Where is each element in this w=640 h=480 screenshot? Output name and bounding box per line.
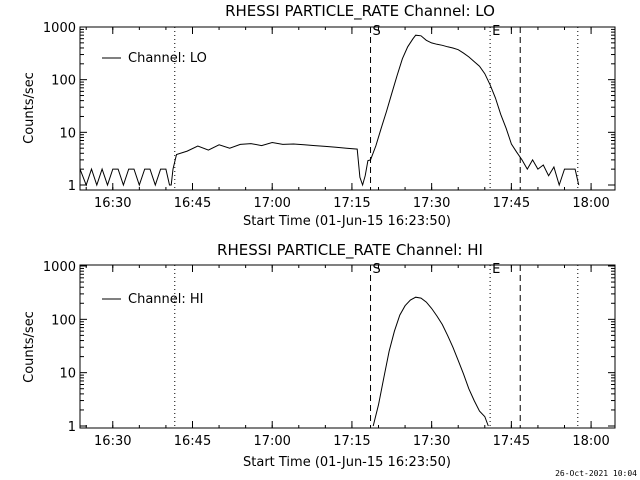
series-group (79, 34, 580, 187)
x-tick-label: 18:00 (572, 434, 609, 449)
chart-title: RHESSI PARTICLE_RATE Channel: LO (225, 2, 495, 21)
x-tick-label: 18:00 (572, 196, 609, 211)
plot-frame (79, 264, 616, 429)
y-axis-ticks: 1 10 100 1000 (43, 21, 615, 194)
y-tick-label: 10 (59, 367, 76, 382)
series-line (79, 34, 580, 187)
marker-label: S (373, 24, 381, 39)
x-tick-label: 17:30 (413, 434, 450, 449)
x-tick-label: 17:30 (413, 196, 450, 211)
y-tick-label: 100 (51, 74, 76, 89)
plot-frame (79, 26, 616, 191)
y-tick-label: 1 (68, 420, 76, 435)
marker-label: S (373, 262, 381, 277)
y-tick-label: 1000 (43, 21, 76, 36)
series-line (372, 296, 489, 427)
footer-timestamp: 26-Oct-2021 10:04 (555, 469, 637, 478)
y-tick-label: 1000 (43, 260, 76, 275)
x-tick-label: 16:45 (174, 434, 211, 449)
y-axis-label: Counts/sec (22, 311, 37, 383)
x-tick-label: 16:30 (94, 434, 131, 449)
x-tick-label: 16:45 (174, 196, 211, 211)
series-group (372, 296, 489, 427)
x-tick-label: 17:15 (333, 196, 370, 211)
y-tick-label: 10 (59, 126, 76, 141)
legend-entry: Channel: LO (128, 51, 207, 66)
y-tick-label: 100 (51, 313, 76, 328)
x-axis-ticks: 16:30 16:45 17:00 17:15 17:30 17:45 18:00 (85, 27, 610, 211)
x-tick-label: 17:45 (493, 196, 530, 211)
chart-title: RHESSI PARTICLE_RATE Channel: HI (217, 241, 483, 260)
legend-entry: Channel: HI (128, 292, 204, 307)
x-tick-label: 17:00 (253, 196, 290, 211)
x-axis-label: Start Time (01-Jun-15 16:23:50) (243, 214, 451, 229)
x-axis-label: Start Time (01-Jun-15 16:23:50) (243, 455, 451, 470)
x-tick-label: 17:45 (493, 434, 530, 449)
x-tick-label: 17:15 (333, 434, 370, 449)
y-tick-label: 1 (68, 179, 76, 194)
y-axis-ticks: 1 10 100 1000 (43, 260, 615, 435)
y-axis-label: Counts/sec (22, 72, 37, 144)
x-axis-ticks: 16:30 16:45 17:00 17:15 17:30 17:45 18:00 (85, 265, 610, 449)
marker-label: E (492, 24, 500, 39)
marker-label: E (492, 262, 500, 277)
x-tick-label: 17:00 (253, 434, 290, 449)
x-tick-label: 16:30 (94, 196, 131, 211)
